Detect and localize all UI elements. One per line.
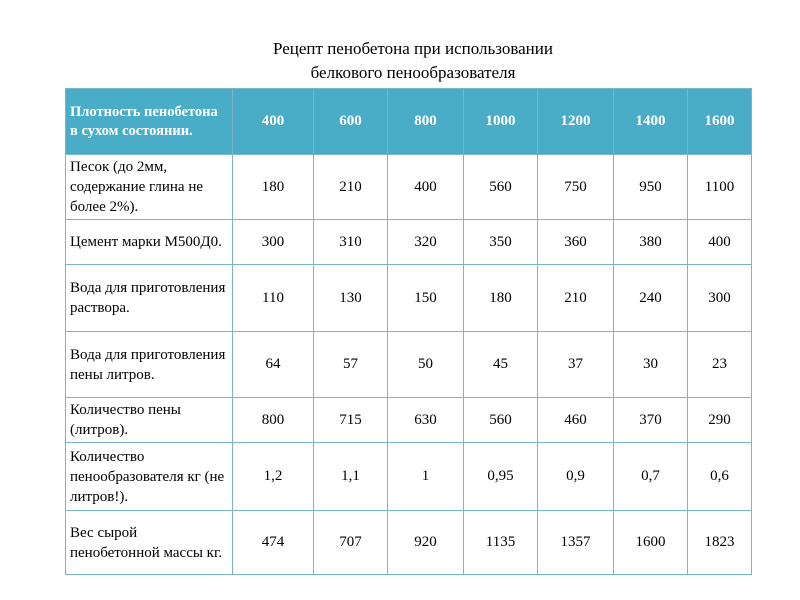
density-col-header: 400: [232, 88, 314, 155]
table-cell: 400: [387, 154, 464, 220]
table-cell: 474: [232, 510, 314, 575]
table-cell: 0,6: [687, 442, 752, 511]
table-cell: 310: [313, 219, 388, 265]
table-cell: 150: [387, 264, 464, 332]
table-cell: 210: [537, 264, 614, 332]
table-cell: 0,7: [613, 442, 688, 511]
table-cell: 707: [313, 510, 388, 575]
table-cell: 180: [463, 264, 538, 332]
table-cell: 370: [613, 397, 688, 443]
document-title: Рецепт пенобетона при использовании белк…: [0, 37, 800, 85]
row-label: Цемент марки М500Д0.: [65, 219, 233, 265]
header-row: Плотность пенобетона в сухом состоянии. …: [65, 88, 752, 155]
table-cell: 1: [387, 442, 464, 511]
table-cell: 750: [537, 154, 614, 220]
table-cell: 37: [537, 331, 614, 398]
table-cell: 1,1: [313, 442, 388, 511]
table-cell: 380: [613, 219, 688, 265]
title-line-2: белкового пенообразователя: [310, 63, 516, 82]
table-cell: 715: [313, 397, 388, 443]
density-col-header: 1600: [687, 88, 752, 155]
row-label: Количество пены (литров).: [65, 397, 233, 443]
table-cell: 560: [463, 397, 538, 443]
density-header: Плотность пенобетона в сухом состоянии.: [65, 88, 233, 155]
table-row: Количество пенообразователя кг (не литро…: [65, 442, 752, 511]
recipe-table: Плотность пенобетона в сухом состоянии. …: [65, 88, 752, 575]
table-cell: 110: [232, 264, 314, 332]
table-cell: 50: [387, 331, 464, 398]
table-row: Вода для приготовления раствора. 110 130…: [65, 264, 752, 332]
table-cell: 57: [313, 331, 388, 398]
table-row: Вес сырой пенобетонной массы кг. 474 707…: [65, 510, 752, 575]
table-row: Вода для приготовления пены литров. 64 5…: [65, 331, 752, 398]
density-col-header: 1000: [463, 88, 538, 155]
table-cell: 130: [313, 264, 388, 332]
table-cell: 23: [687, 331, 752, 398]
table-cell: 950: [613, 154, 688, 220]
density-col-header: 1200: [537, 88, 614, 155]
table-cell: 64: [232, 331, 314, 398]
table-cell: 0,9: [537, 442, 614, 511]
table-cell: 1,2: [232, 442, 314, 511]
table-cell: 0,95: [463, 442, 538, 511]
density-col-header: 800: [387, 88, 464, 155]
table-cell: 300: [687, 264, 752, 332]
row-label: Вода для приготовления пены литров.: [65, 331, 233, 398]
table-cell: 1823: [687, 510, 752, 575]
table-cell: 400: [687, 219, 752, 265]
row-label: Песок (до 2мм, содержание глина не более…: [65, 154, 233, 220]
table-cell: 210: [313, 154, 388, 220]
table-cell: 1100: [687, 154, 752, 220]
row-label: Вес сырой пенобетонной массы кг.: [65, 510, 233, 575]
table-cell: 460: [537, 397, 614, 443]
table-cell: 1357: [537, 510, 614, 575]
table-cell: 240: [613, 264, 688, 332]
table-cell: 180: [232, 154, 314, 220]
table-cell: 290: [687, 397, 752, 443]
row-label: Количество пенообразователя кг (не литро…: [65, 442, 233, 511]
table-cell: 800: [232, 397, 314, 443]
table-cell: 350: [463, 219, 538, 265]
table-row: Песок (до 2мм, содержание глина не более…: [65, 154, 752, 220]
table-cell: 630: [387, 397, 464, 443]
table-cell: 1135: [463, 510, 538, 575]
table-row: Цемент марки М500Д0. 300 310 320 350 360…: [65, 219, 752, 265]
title-line-1: Рецепт пенобетона при использовании: [273, 39, 553, 58]
table-cell: 360: [537, 219, 614, 265]
table-cell: 45: [463, 331, 538, 398]
density-col-header: 1400: [613, 88, 688, 155]
table-cell: 320: [387, 219, 464, 265]
table-cell: 300: [232, 219, 314, 265]
table-row: Количество пены (литров). 800 715 630 56…: [65, 397, 752, 443]
table-cell: 30: [613, 331, 688, 398]
row-label: Вода для приготовления раствора.: [65, 264, 233, 332]
table-cell: 920: [387, 510, 464, 575]
table-cell: 560: [463, 154, 538, 220]
table-cell: 1600: [613, 510, 688, 575]
density-col-header: 600: [313, 88, 388, 155]
